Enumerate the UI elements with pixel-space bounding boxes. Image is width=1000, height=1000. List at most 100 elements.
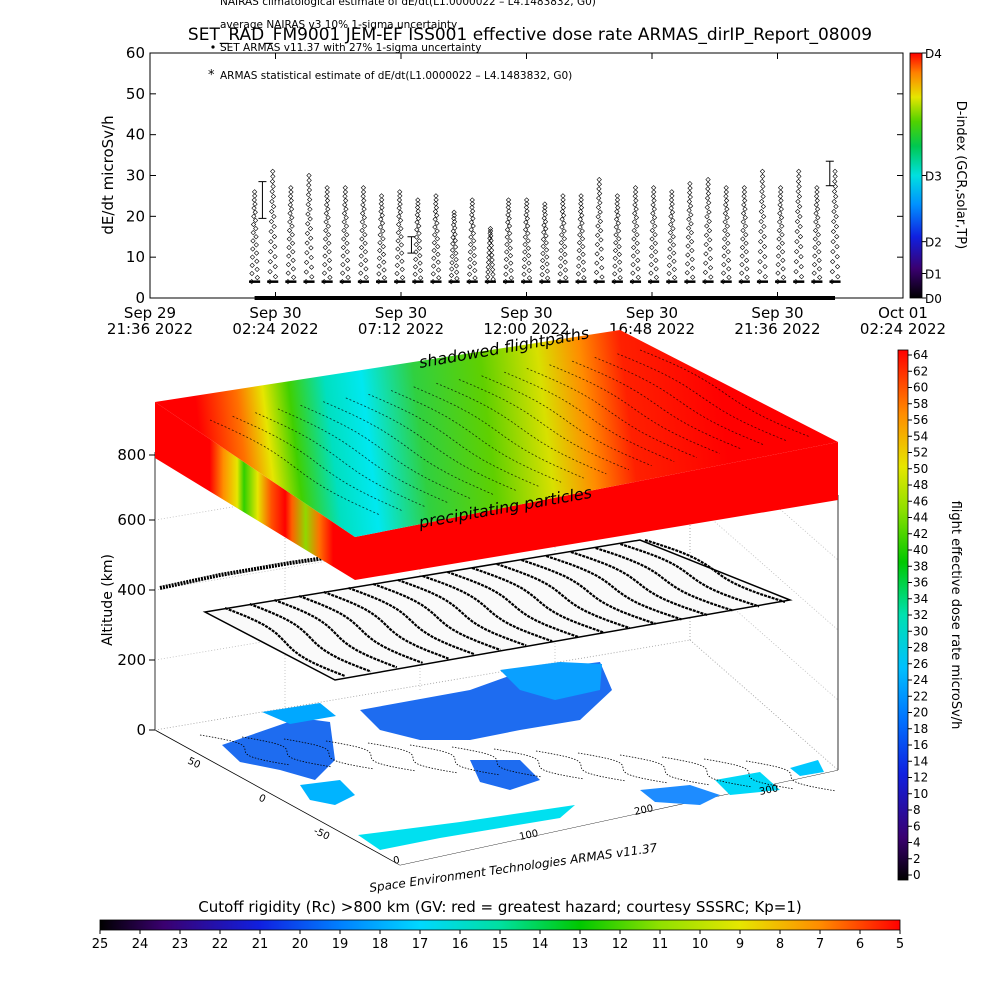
data-point — [470, 215, 476, 222]
rigidity-tick-label: 9 — [736, 937, 744, 952]
data-point — [648, 261, 654, 268]
data-point — [776, 219, 783, 225]
data-point — [342, 193, 348, 199]
data-point — [345, 266, 351, 272]
data-point — [561, 220, 567, 226]
orbit-mesh-line — [274, 598, 398, 669]
data-point — [413, 241, 419, 248]
y-tick-label: 30 — [126, 167, 145, 185]
data-point — [775, 253, 782, 259]
legend-star-marker: * — [208, 68, 215, 83]
data-point — [649, 236, 655, 242]
dose-tick-label: 36 — [913, 576, 928, 590]
data-point — [306, 182, 312, 188]
data-point — [684, 270, 690, 276]
data-point — [596, 176, 602, 183]
data-point — [417, 253, 423, 259]
data-point — [270, 183, 276, 190]
data-point — [360, 202, 366, 208]
data-point — [577, 216, 583, 222]
data-point — [614, 197, 621, 203]
d-index-tick-label: D4 — [925, 47, 942, 61]
rigidity-tick-label: 19 — [332, 937, 349, 952]
data-point — [652, 240, 658, 246]
data-point — [526, 267, 532, 274]
shadowed-flightpath-line — [526, 368, 697, 458]
shadowed-flightpath-line — [255, 412, 426, 508]
data-point — [379, 212, 385, 219]
data-point — [487, 225, 494, 232]
data-point — [631, 236, 637, 242]
data-point — [539, 271, 545, 278]
data-point — [526, 253, 532, 259]
data-point — [327, 274, 333, 281]
data-point — [503, 256, 510, 263]
data-point — [268, 228, 274, 235]
data-point — [653, 266, 659, 272]
data-point — [340, 261, 346, 268]
data-point — [287, 202, 293, 208]
data-point — [724, 223, 731, 229]
data-point — [506, 201, 512, 207]
continent-north-america — [222, 718, 335, 780]
data-point — [742, 197, 748, 204]
data-point — [723, 202, 729, 208]
data-point — [269, 188, 275, 195]
data-point — [487, 228, 494, 234]
data-point — [290, 249, 296, 255]
data-point — [322, 236, 329, 242]
d-index-tick-label: D3 — [925, 170, 942, 184]
data-point — [470, 223, 476, 229]
data-point — [633, 197, 639, 204]
data-point — [435, 243, 441, 250]
data-point — [796, 173, 802, 180]
data-point — [726, 266, 732, 272]
shadowed-flightpath-line — [368, 393, 539, 487]
data-point — [271, 223, 277, 230]
data-point — [506, 215, 512, 222]
data-point — [399, 250, 405, 256]
data-point — [616, 251, 622, 258]
data-point — [358, 261, 364, 268]
dose-slab: shadowed flightpaths precipitating parti… — [155, 323, 838, 580]
data-point — [505, 219, 511, 225]
data-point — [634, 249, 641, 255]
data-point — [541, 222, 547, 228]
data-point — [252, 209, 258, 215]
data-point — [381, 267, 387, 273]
data-point — [652, 232, 658, 238]
data-point — [577, 224, 583, 230]
data-point — [580, 243, 586, 250]
data-point — [725, 232, 731, 238]
data-point — [452, 238, 458, 244]
data-point — [433, 193, 439, 199]
data-point — [560, 193, 566, 199]
data-point — [434, 212, 440, 219]
data-point — [250, 238, 256, 244]
orbit-mesh-line — [372, 582, 501, 651]
data-point — [630, 261, 636, 268]
data-point — [468, 219, 475, 225]
data-point — [576, 247, 582, 254]
y-tick-label: 40 — [126, 126, 145, 144]
data-point — [835, 274, 841, 280]
data-point — [394, 254, 401, 260]
data-point — [703, 251, 709, 257]
data-point — [508, 275, 514, 281]
data-point — [667, 254, 673, 260]
orbit-mesh-line — [249, 602, 372, 673]
data-point — [361, 197, 367, 204]
data-point — [451, 209, 457, 215]
data-point — [558, 232, 565, 238]
data-point — [325, 232, 332, 238]
d-index-tick-label: D0 — [925, 292, 942, 306]
data-point — [615, 228, 622, 234]
data-point — [616, 259, 623, 265]
data-point — [742, 223, 749, 229]
data-point — [560, 212, 567, 219]
altitude-tick-label: 400 — [117, 581, 146, 599]
data-point — [813, 193, 820, 199]
dose-tick-label: 0 — [913, 868, 921, 882]
data-point — [344, 240, 350, 246]
data-point — [541, 208, 548, 214]
